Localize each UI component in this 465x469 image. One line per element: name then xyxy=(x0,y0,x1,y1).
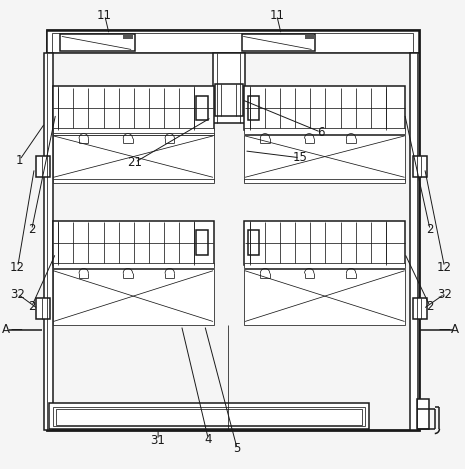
Bar xyxy=(248,230,259,255)
Bar xyxy=(244,220,405,265)
Text: 5: 5 xyxy=(233,442,241,455)
Bar xyxy=(196,96,208,120)
Bar xyxy=(242,34,315,51)
Bar xyxy=(44,53,53,430)
Text: 1: 1 xyxy=(16,154,23,166)
Text: 12: 12 xyxy=(437,261,452,273)
Bar xyxy=(244,263,405,268)
Bar xyxy=(49,403,369,429)
Text: 15: 15 xyxy=(292,151,307,164)
Bar xyxy=(410,53,419,430)
Bar xyxy=(213,53,245,123)
Bar xyxy=(123,35,133,39)
Bar xyxy=(215,84,243,116)
Text: 2: 2 xyxy=(426,300,434,313)
Text: 2: 2 xyxy=(28,300,35,313)
Bar xyxy=(196,230,208,255)
Bar xyxy=(53,179,214,183)
Bar xyxy=(46,30,418,430)
Bar xyxy=(56,409,362,425)
Text: 11: 11 xyxy=(97,8,112,22)
Text: 21: 21 xyxy=(127,156,142,169)
Bar xyxy=(53,133,214,135)
Bar xyxy=(244,128,405,134)
Bar xyxy=(36,298,50,319)
Text: 31: 31 xyxy=(151,433,166,446)
Bar xyxy=(53,135,214,181)
Bar xyxy=(244,269,405,325)
Text: —: — xyxy=(438,323,450,336)
Bar xyxy=(53,220,214,265)
Text: 32: 32 xyxy=(10,287,25,301)
Bar xyxy=(305,35,315,39)
Text: 4: 4 xyxy=(205,432,212,446)
Bar xyxy=(413,298,427,319)
Text: A: A xyxy=(1,323,10,336)
Bar xyxy=(248,96,259,120)
Text: 2: 2 xyxy=(426,223,434,236)
Bar xyxy=(46,30,418,430)
Text: 12: 12 xyxy=(10,261,25,273)
Bar xyxy=(417,399,429,429)
Bar xyxy=(36,156,50,177)
Bar xyxy=(413,156,427,177)
Text: —: — xyxy=(10,323,22,336)
Bar xyxy=(53,86,214,130)
Bar xyxy=(53,263,214,268)
Bar xyxy=(60,34,135,51)
Text: 2: 2 xyxy=(28,223,35,236)
Bar xyxy=(244,86,405,130)
Bar xyxy=(244,179,405,183)
Bar xyxy=(53,269,214,325)
Bar xyxy=(53,128,214,134)
Text: 6: 6 xyxy=(317,126,325,139)
Text: 11: 11 xyxy=(269,8,284,22)
Text: 32: 32 xyxy=(437,287,452,301)
Bar xyxy=(53,407,365,426)
Bar xyxy=(244,135,405,181)
Bar xyxy=(46,31,418,53)
Bar xyxy=(52,33,413,52)
Text: A: A xyxy=(451,323,459,336)
